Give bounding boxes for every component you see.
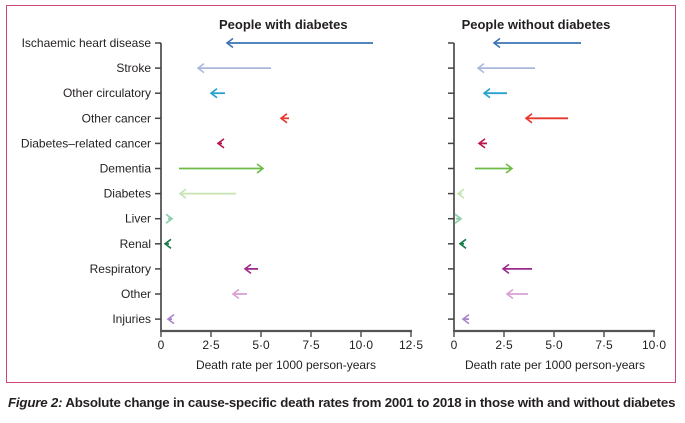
x-tick-label: 7·5 (595, 338, 613, 352)
arrow-head (196, 62, 205, 74)
arrow-head (216, 138, 225, 149)
category-label: Injuries (112, 312, 151, 326)
panel-title: People with diabetes (219, 17, 348, 32)
category-label: Stroke (116, 61, 151, 75)
category-label: Respiratory (90, 262, 151, 276)
category-label: Other (121, 287, 151, 301)
panel-title: People without diabetes (462, 17, 611, 32)
arrow-head (165, 213, 174, 224)
arrow-head (209, 88, 218, 99)
change-arrow (225, 37, 373, 49)
arrow-head (225, 37, 234, 49)
arrow-head (482, 88, 491, 99)
figure-frame (6, 5, 676, 383)
change-arrow (477, 138, 487, 149)
arrow-head (492, 37, 501, 49)
arrow-head (524, 113, 533, 124)
change-arrow (163, 238, 172, 249)
arrow-head (243, 263, 252, 275)
panel-with-diabetes: People with diabetes Death rate per 1000… (21, 17, 423, 372)
caption-text: Absolute change in cause-specific death … (62, 395, 676, 410)
arrow-head (461, 313, 470, 325)
category-label: Renal (120, 237, 151, 251)
arrow-head (279, 113, 288, 124)
x-axis-label: Death rate per 1000 person-years (196, 358, 376, 372)
arrow-head (477, 138, 486, 149)
change-arrow (461, 313, 470, 325)
x-axis-label: Death rate per 1000 person-years (465, 358, 645, 372)
category-label: Diabetes–related cancer (21, 136, 151, 150)
panel-without-diabetes: People without diabetes Death rate per 1… (448, 17, 666, 372)
x-tick-label: 0 (158, 338, 165, 352)
change-arrow (179, 163, 265, 174)
change-arrow (492, 37, 581, 49)
x-tick-label: 2·5 (202, 338, 220, 352)
change-arrow (216, 138, 225, 149)
arrow-head (501, 263, 510, 275)
arrow-head (166, 313, 175, 325)
category-label: Diabetes (104, 187, 151, 201)
figure-label: Figure 2: (8, 395, 63, 410)
x-tick-label: 10·0 (642, 338, 666, 352)
arrow-head (454, 213, 463, 224)
change-arrow (458, 238, 467, 249)
arrow-head (476, 62, 485, 74)
change-arrow (196, 62, 271, 74)
arrow-head (505, 163, 514, 174)
change-arrow (475, 163, 514, 174)
arrow-head (163, 238, 172, 249)
category-label: Liver (125, 212, 151, 226)
category-label: Ischaemic heart disease (22, 36, 152, 50)
arrow-head (456, 188, 465, 199)
arrow-head (231, 288, 240, 300)
category-label: Other cancer (82, 111, 151, 125)
category-label: Dementia (100, 162, 152, 176)
figure-caption: Figure 2: Absolute change in cause-speci… (8, 395, 676, 410)
arrow-head (458, 238, 467, 249)
change-arrow (279, 113, 289, 124)
change-arrow (482, 88, 507, 99)
category-label: Other circulatory (63, 86, 151, 100)
change-arrow (243, 263, 258, 275)
change-arrow (178, 188, 236, 199)
x-tick-label: 0 (451, 338, 458, 352)
arrow-head (505, 288, 514, 300)
x-tick-label: 10·0 (349, 338, 373, 352)
change-arrow (454, 213, 463, 224)
x-tick-label: 2·5 (495, 338, 513, 352)
change-arrow (231, 288, 247, 300)
change-arrow (456, 188, 465, 199)
change-arrow (501, 263, 532, 275)
arrow-head (256, 163, 265, 174)
change-arrow (165, 213, 174, 224)
change-arrow (166, 313, 175, 325)
change-arrow (209, 88, 225, 99)
x-tick-label: 7·5 (302, 338, 320, 352)
change-arrow (476, 62, 535, 74)
x-tick-label: 5·0 (252, 338, 270, 352)
change-arrow (505, 288, 528, 300)
change-arrow (524, 113, 568, 124)
x-tick-label: 12·5 (399, 338, 423, 352)
x-tick-label: 5·0 (545, 338, 563, 352)
arrow-head (178, 188, 187, 199)
